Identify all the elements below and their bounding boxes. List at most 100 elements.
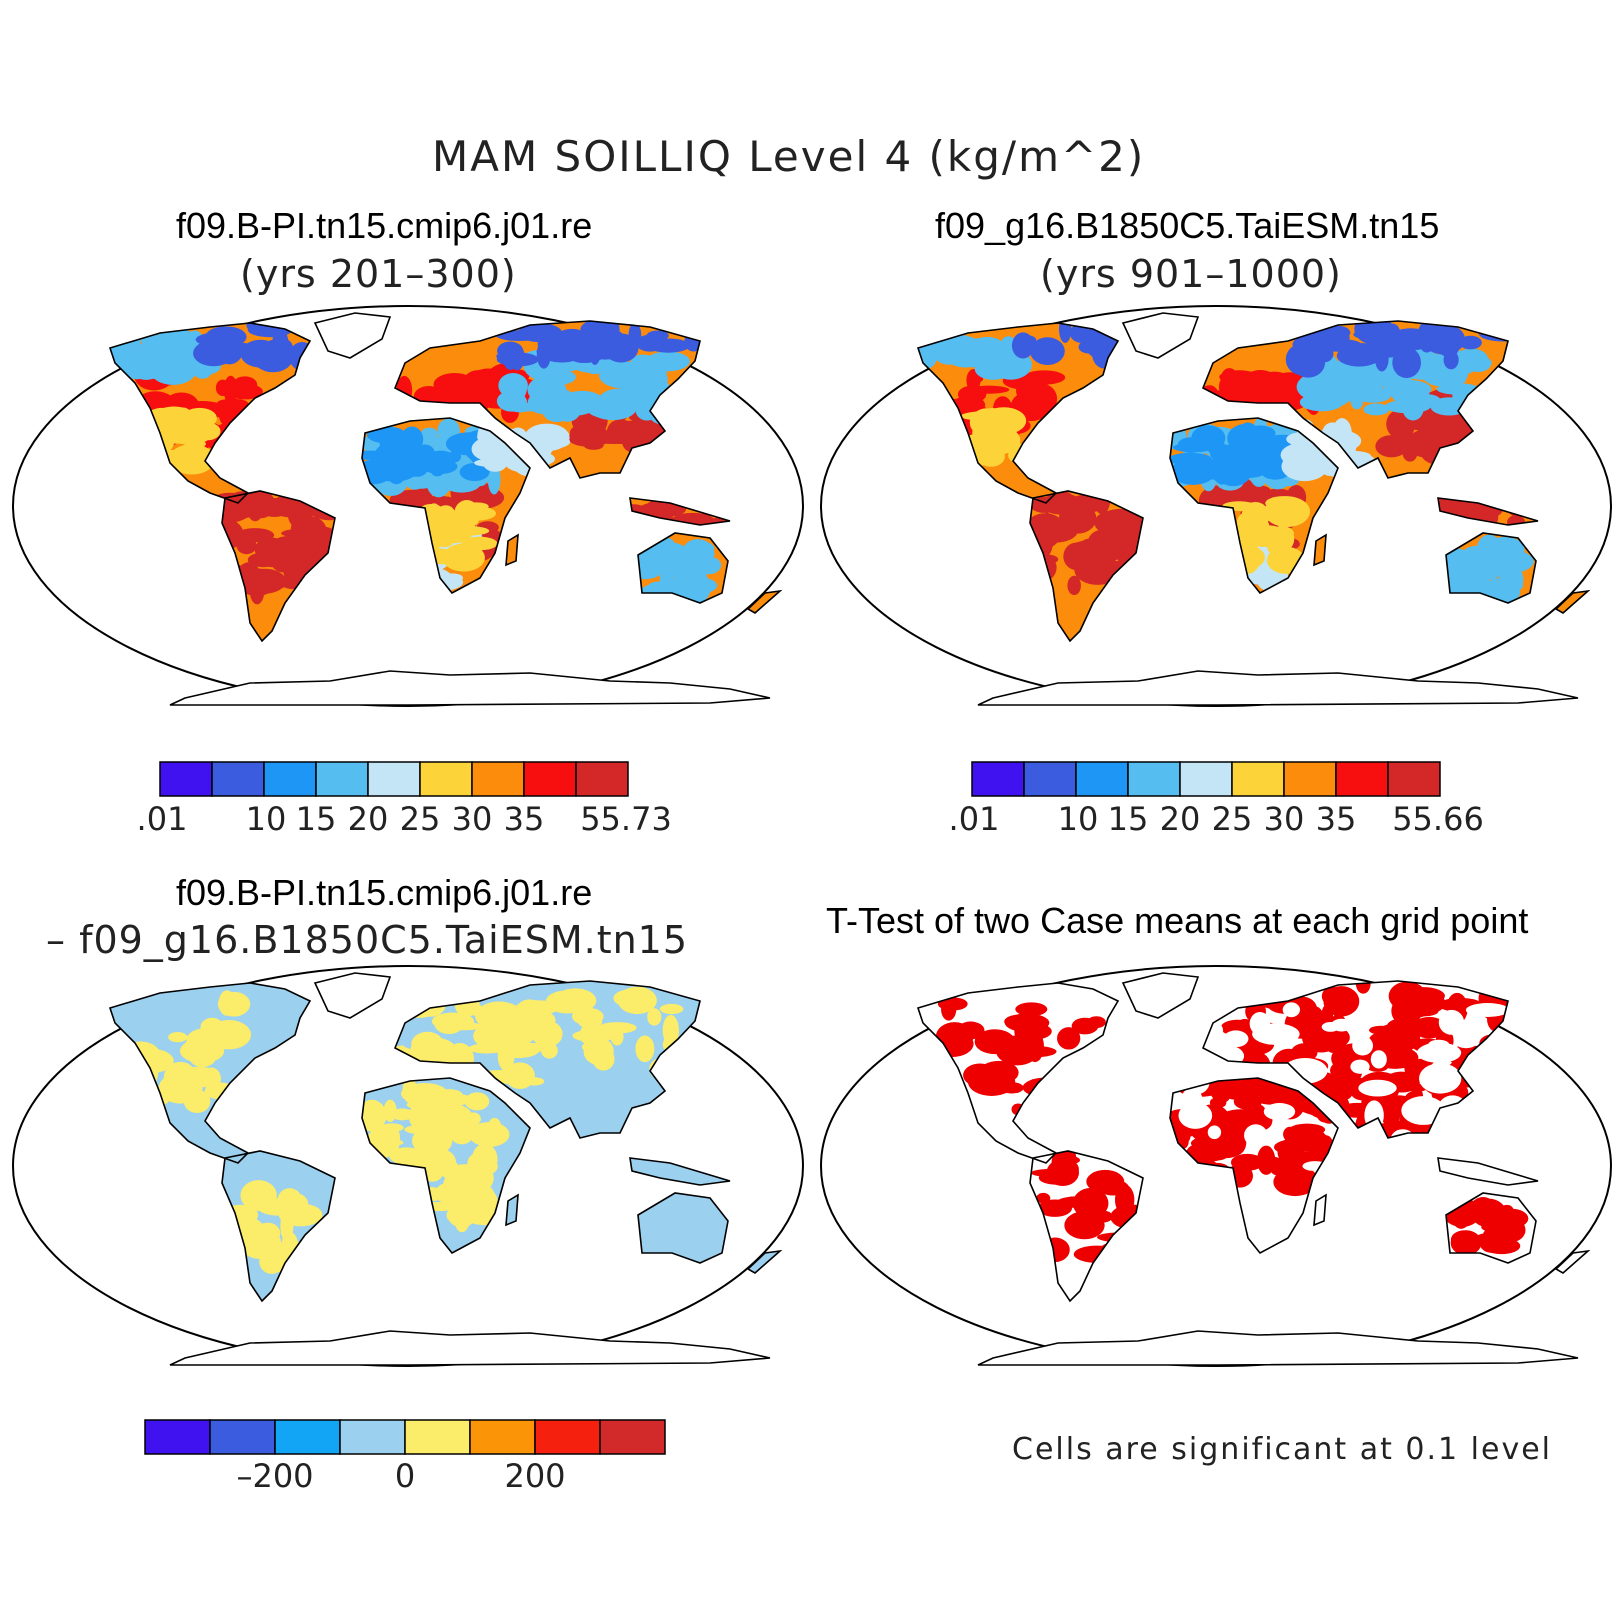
map-cell bbox=[1384, 379, 1432, 399]
map-cell bbox=[454, 388, 494, 407]
coastline bbox=[361, 1077, 531, 1255]
map-cell bbox=[459, 462, 490, 482]
map-cell bbox=[1265, 496, 1302, 511]
map-cell bbox=[970, 336, 1005, 357]
map-cell bbox=[1057, 1196, 1100, 1207]
colorbar-swatch bbox=[575, 761, 629, 797]
map-cell bbox=[659, 1003, 684, 1015]
map-cell bbox=[389, 1147, 424, 1165]
colorbar-swatch bbox=[339, 1419, 406, 1455]
bottom-left-title: f09.B-PI.tn15.cmip6.j01.re bbox=[176, 872, 593, 913]
map-cell bbox=[1419, 1063, 1462, 1094]
map-cell bbox=[1321, 1022, 1340, 1032]
colorbar-swatch bbox=[534, 1419, 601, 1455]
map-cell bbox=[1207, 1125, 1222, 1140]
coastline bbox=[313, 312, 392, 359]
map-cell bbox=[957, 385, 987, 403]
coastline bbox=[221, 1150, 336, 1303]
map-cell bbox=[447, 1173, 493, 1188]
map-cell bbox=[168, 1032, 188, 1043]
top-right-subtitle: (yrs 901–1000) bbox=[1040, 252, 1342, 296]
map-cell bbox=[1481, 1220, 1523, 1234]
colorbar-swatch bbox=[211, 761, 265, 797]
map-cell bbox=[1438, 1009, 1465, 1035]
map-cell bbox=[469, 1121, 510, 1147]
map-cell bbox=[474, 458, 509, 467]
map-cell bbox=[1026, 513, 1064, 540]
map-cell bbox=[1443, 350, 1459, 370]
map-cell bbox=[1286, 1135, 1314, 1147]
coastline bbox=[1121, 972, 1200, 1019]
map-cell bbox=[390, 1108, 415, 1121]
bottom-left-subtitle: – f09_g16.B1850C5.TaiESM.tn15 bbox=[46, 918, 689, 962]
colorbar-swatch bbox=[1179, 761, 1233, 797]
colorbar-swatch bbox=[263, 761, 317, 797]
colorbar-swatch bbox=[367, 761, 421, 797]
map-cell bbox=[280, 1210, 294, 1242]
map-cell bbox=[1291, 347, 1326, 378]
map-cell bbox=[524, 423, 570, 452]
map-cell bbox=[1482, 1237, 1521, 1255]
colorbar-top-left bbox=[159, 761, 629, 797]
coastline bbox=[1554, 1249, 1591, 1274]
coastline bbox=[637, 1192, 729, 1264]
map-cell bbox=[1454, 1033, 1479, 1049]
coastline bbox=[1121, 312, 1200, 359]
coastline bbox=[1313, 1193, 1327, 1227]
map-cell bbox=[647, 338, 690, 353]
map-cell bbox=[963, 1063, 998, 1087]
map-cell bbox=[215, 379, 230, 397]
colorbar-swatch bbox=[274, 1419, 341, 1455]
colorbar-swatch bbox=[1023, 761, 1077, 797]
map-cell bbox=[935, 334, 982, 363]
colorbar-swatch bbox=[315, 761, 369, 797]
map-cell bbox=[1087, 529, 1119, 555]
coastline bbox=[221, 490, 336, 643]
cb-tl-tick: 55.73 bbox=[580, 800, 672, 838]
coastline bbox=[393, 980, 701, 1139]
map-cell bbox=[1358, 1079, 1397, 1097]
map-cell bbox=[1221, 368, 1238, 388]
coastline bbox=[313, 972, 392, 1019]
coastline bbox=[629, 1157, 731, 1186]
coastline bbox=[1554, 589, 1591, 614]
map-cell bbox=[236, 528, 275, 543]
coastline bbox=[916, 982, 1120, 1164]
coastline bbox=[169, 1330, 771, 1366]
map-cell bbox=[435, 1048, 474, 1066]
map-cell bbox=[1326, 325, 1351, 340]
map-cell bbox=[972, 420, 999, 446]
coastline bbox=[393, 320, 701, 479]
map-cell bbox=[695, 556, 722, 575]
map-cell bbox=[1482, 1168, 1495, 1180]
cb-tr-tick: 15 bbox=[1107, 800, 1149, 838]
map-cell bbox=[411, 1031, 444, 1057]
map-cell bbox=[1352, 1035, 1374, 1056]
map-cell bbox=[1016, 374, 1049, 406]
colorbar-swatch bbox=[1387, 761, 1441, 797]
colorbar-swatch bbox=[599, 1419, 666, 1455]
map-cell bbox=[597, 1022, 637, 1034]
map-cell bbox=[515, 999, 544, 1024]
coastline bbox=[1201, 320, 1509, 479]
map-cell bbox=[1263, 1103, 1296, 1121]
map-cell bbox=[264, 546, 310, 557]
map-cell bbox=[227, 383, 263, 400]
map-cell bbox=[241, 1231, 279, 1259]
map-cell bbox=[1374, 1023, 1421, 1054]
map-cell bbox=[554, 988, 597, 1014]
map-cell bbox=[1484, 549, 1501, 581]
map-cell bbox=[613, 989, 647, 1008]
map-cell bbox=[1243, 1103, 1266, 1118]
map-cell bbox=[175, 422, 197, 434]
map-cell bbox=[1428, 328, 1459, 354]
map-cell bbox=[176, 407, 192, 425]
map-cell bbox=[1181, 1087, 1203, 1115]
map-cell bbox=[435, 1183, 458, 1204]
colorbar-swatch bbox=[1075, 761, 1129, 797]
map-cell bbox=[966, 374, 984, 384]
map-cell bbox=[1172, 442, 1214, 453]
map-cell bbox=[495, 1041, 540, 1059]
cb-tl-tick: 20 bbox=[347, 800, 389, 838]
map-cell bbox=[1350, 1059, 1370, 1074]
